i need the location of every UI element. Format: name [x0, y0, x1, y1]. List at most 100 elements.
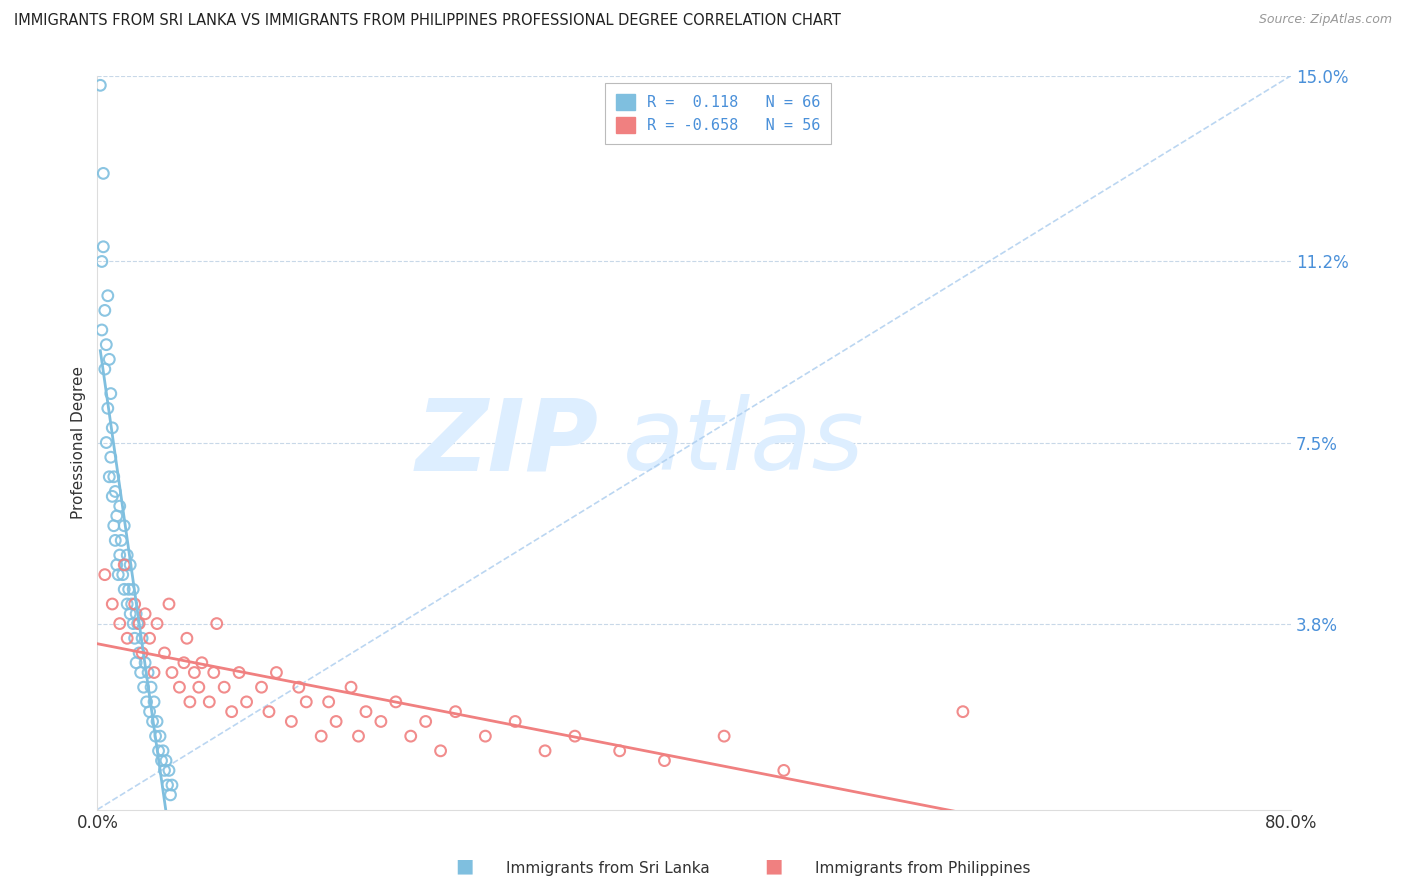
Point: [534, 744, 557, 758]
Point: [104, 533, 127, 548]
Point: [91, 166, 114, 180]
Point: [118, 582, 141, 597]
Text: atlas: atlas: [623, 394, 865, 491]
Point: [122, 582, 145, 597]
Point: [138, 632, 160, 646]
Point: [250, 680, 273, 694]
Text: Immigrants from Sri Lanka: Immigrants from Sri Lanka: [506, 861, 710, 876]
Point: [221, 705, 243, 719]
Point: [90, 254, 112, 268]
Point: [139, 680, 162, 694]
Point: [101, 597, 124, 611]
Point: [89, 78, 111, 93]
Point: [444, 705, 467, 719]
Point: [91, 240, 114, 254]
Point: [101, 489, 124, 503]
Point: [94, 567, 117, 582]
Point: [128, 616, 150, 631]
Point: [176, 632, 198, 646]
Point: [107, 567, 129, 582]
Point: [153, 646, 176, 660]
Point: [103, 518, 125, 533]
Text: ■: ■: [763, 857, 783, 876]
Point: [148, 744, 170, 758]
Point: [94, 362, 117, 376]
Point: [105, 508, 128, 523]
Point: [160, 665, 183, 680]
Point: [143, 665, 166, 680]
Point: [503, 714, 526, 729]
Point: [157, 597, 180, 611]
Point: [125, 656, 148, 670]
Text: IMMIGRANTS FROM SRI LANKA VS IMMIGRANTS FROM PHILIPPINES PROFESSIONAL DEGREE COR: IMMIGRANTS FROM SRI LANKA VS IMMIGRANTS …: [14, 13, 841, 29]
Point: [105, 558, 128, 572]
Point: [143, 695, 166, 709]
Point: [169, 680, 191, 694]
Point: [160, 778, 183, 792]
Point: [325, 714, 347, 729]
Point: [112, 518, 135, 533]
Point: [187, 680, 209, 694]
Point: [198, 695, 221, 709]
Point: [205, 616, 228, 631]
Point: [124, 632, 146, 646]
Point: [135, 695, 157, 709]
Point: [108, 616, 131, 631]
Point: [121, 597, 143, 611]
Point: [100, 386, 122, 401]
Y-axis label: Professional Degree: Professional Degree: [72, 366, 86, 519]
Point: [98, 470, 121, 484]
Point: [125, 607, 148, 621]
Point: [115, 632, 138, 646]
Text: ■: ■: [454, 857, 474, 876]
Point: [318, 695, 340, 709]
Point: [101, 421, 124, 435]
Point: [212, 680, 235, 694]
Point: [146, 616, 169, 631]
Point: [115, 548, 138, 562]
Point: [152, 744, 174, 758]
Point: [415, 714, 437, 729]
Point: [127, 616, 149, 631]
Point: [90, 323, 112, 337]
Point: [96, 337, 118, 351]
Point: [108, 499, 131, 513]
Point: [399, 729, 422, 743]
Point: [131, 646, 153, 660]
Point: [385, 695, 408, 709]
Point: [111, 567, 134, 582]
Point: [564, 729, 586, 743]
Point: [112, 582, 135, 597]
Point: [98, 352, 121, 367]
Point: [202, 665, 225, 680]
Point: [228, 665, 250, 680]
Point: [309, 729, 332, 743]
Text: Source: ZipAtlas.com: Source: ZipAtlas.com: [1258, 13, 1392, 27]
Point: [146, 714, 169, 729]
Point: [115, 597, 138, 611]
Point: [713, 729, 735, 743]
Point: [104, 484, 127, 499]
Text: Immigrants from Philippines: Immigrants from Philippines: [815, 861, 1031, 876]
Point: [354, 705, 377, 719]
Point: [122, 616, 145, 631]
Point: [153, 764, 176, 778]
Point: [132, 680, 155, 694]
Point: [100, 450, 122, 465]
Point: [609, 744, 631, 758]
Point: [156, 778, 179, 792]
Point: [474, 729, 496, 743]
Point: [97, 289, 120, 303]
Point: [138, 705, 160, 719]
Point: [429, 744, 451, 758]
Point: [159, 788, 181, 802]
Point: [134, 656, 156, 670]
Point: [347, 729, 370, 743]
Point: [157, 764, 180, 778]
Point: [179, 695, 201, 709]
Point: [183, 665, 205, 680]
Point: [136, 665, 159, 680]
Point: [370, 714, 392, 729]
Legend: R =  0.118   N = 66, R = -0.658   N = 56: R = 0.118 N = 66, R = -0.658 N = 56: [606, 83, 831, 145]
Point: [145, 729, 167, 743]
